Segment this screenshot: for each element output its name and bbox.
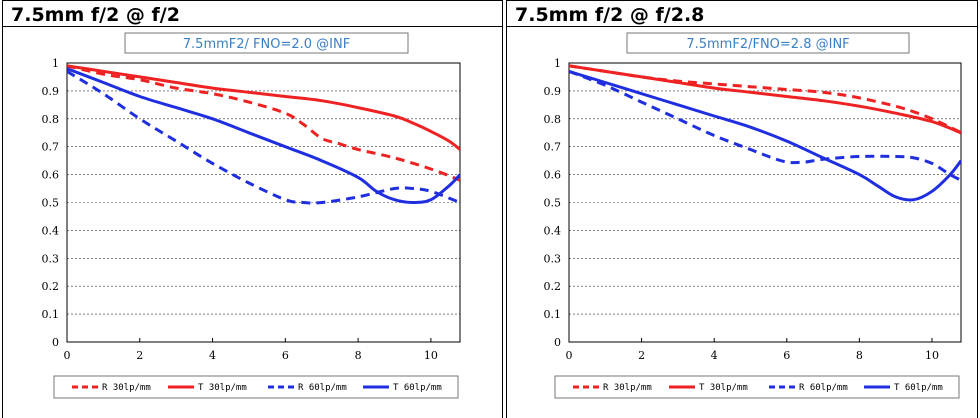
x-tick-label: 4 <box>711 349 718 362</box>
series-line-t-30lp-mm <box>569 64 961 135</box>
legend-label-r-30lp-mm: R 30lp/mm <box>102 383 151 393</box>
panel-title: 7.5mm f/2 @ f/2 <box>11 4 180 26</box>
y-tick-label: 0.4 <box>42 224 60 237</box>
y-tick-label: 0.8 <box>42 113 60 126</box>
x-tick-label: 6 <box>783 349 790 362</box>
chart-title: 7.5mmF2/FNO=2.8 @INF <box>686 37 849 52</box>
y-tick-label: 1 <box>554 57 561 70</box>
y-tick-label: 0.4 <box>544 224 562 237</box>
y-tick-label: 0 <box>554 336 561 349</box>
panel-title: 7.5mm f/2 @ f/2.8 <box>515 4 705 26</box>
series-line-r-60lp-mm <box>569 69 961 182</box>
series-line-r-60lp-mm <box>67 70 460 205</box>
y-tick-label: 0.7 <box>42 141 60 154</box>
y-tick-label: 0.3 <box>544 252 562 265</box>
panel-header: 7.5mm f/2 @ f/2.8 <box>507 0 977 27</box>
y-tick-label: 0 <box>52 336 59 349</box>
chart-title-box <box>626 32 910 54</box>
x-tick-label: 0 <box>566 349 573 362</box>
series-line-t-30lp-mm <box>67 64 460 151</box>
panel-left: 7.5mm f/2 @ f/2 7.5mmF2/ FNO=2.0 @INF 0 0.… <box>2 0 503 418</box>
chart-title: 7.5mmF2/ FNO=2.0 @INF <box>183 37 350 52</box>
legend-label-r-60lp-mm: R 60lp/mm <box>799 383 848 393</box>
x-tick-label: 8 <box>355 349 362 362</box>
x-tick-label: 4 <box>209 349 216 362</box>
panel-right: 7.5mm f/2 @ f/2.8 7.5mmF2/FNO=2.8 @INF 0 0… <box>506 0 978 418</box>
y-tick-label: 0.3 <box>42 252 60 265</box>
mtf-chart-f2: 7.5mmF2/ FNO=2.0 @INF 0 0.1 0.2 0.3 0.4 0.5 0.6… <box>42 32 461 399</box>
series-line-t-60lp-mm <box>67 67 460 205</box>
legend-label-r-60lp-mm: R 60lp/mm <box>298 383 347 393</box>
series-line-r-30lp-mm <box>67 64 460 182</box>
y-tick-label: 0.1 <box>544 308 562 321</box>
y-tick-label: 0.5 <box>544 197 562 210</box>
y-tick-label: 0.5 <box>42 197 60 210</box>
x-tick-label: 10 <box>424 349 438 362</box>
y-tick-label: 0.2 <box>544 280 562 293</box>
y-tick-label: 0.8 <box>544 113 562 126</box>
x-tick-label: 6 <box>282 349 289 362</box>
y-tick-label: 0.9 <box>42 85 60 98</box>
legend-label-t-60lp-mm: T 60lp/mm <box>393 383 442 393</box>
y-tick-label: 1 <box>52 57 59 70</box>
legend-box <box>53 375 459 399</box>
legend-label-t-30lp-mm: T 30lp/mm <box>198 383 247 393</box>
panel-body: 7.5mmF2/FNO=2.8 @INF 0 0.1 0.2 0.3 0.4 0.5 0.6 0… <box>507 27 977 418</box>
chart-title-box <box>124 32 409 54</box>
panel-header: 7.5mm f/2 @ f/2 <box>3 0 502 27</box>
y-tick-label: 0.2 <box>42 280 60 293</box>
x-tick-label: 10 <box>925 349 939 362</box>
plot-frame <box>568 62 962 343</box>
legend-label-t-60lp-mm: T 60lp/mm <box>894 383 943 393</box>
legend-label-r-30lp-mm: R 30lp/mm <box>603 383 652 393</box>
y-tick-label: 0.6 <box>544 169 562 182</box>
x-tick-label: 2 <box>638 349 645 362</box>
x-tick-label: 0 <box>64 349 71 362</box>
y-tick-label: 0.7 <box>544 141 562 154</box>
legend-label-t-30lp-mm: T 30lp/mm <box>699 383 748 393</box>
series-line-t-60lp-mm <box>569 69 961 202</box>
y-tick-label: 0.1 <box>42 308 60 321</box>
x-tick-label: 2 <box>136 349 143 362</box>
y-tick-label: 0.6 <box>42 169 60 182</box>
y-tick-label: 0.9 <box>544 85 562 98</box>
x-tick-label: 8 <box>856 349 863 362</box>
mtf-chart-f2-8: 7.5mmF2/FNO=2.8 @INF 0 0.1 0.2 0.3 0.4 0.5 0.6 0… <box>544 32 962 399</box>
legend-box <box>554 375 960 399</box>
plot-frame <box>66 62 461 343</box>
panel-body: 7.5mmF2/ FNO=2.0 @INF 0 0.1 0.2 0.3 0.4 0.5 0.6… <box>3 27 502 418</box>
